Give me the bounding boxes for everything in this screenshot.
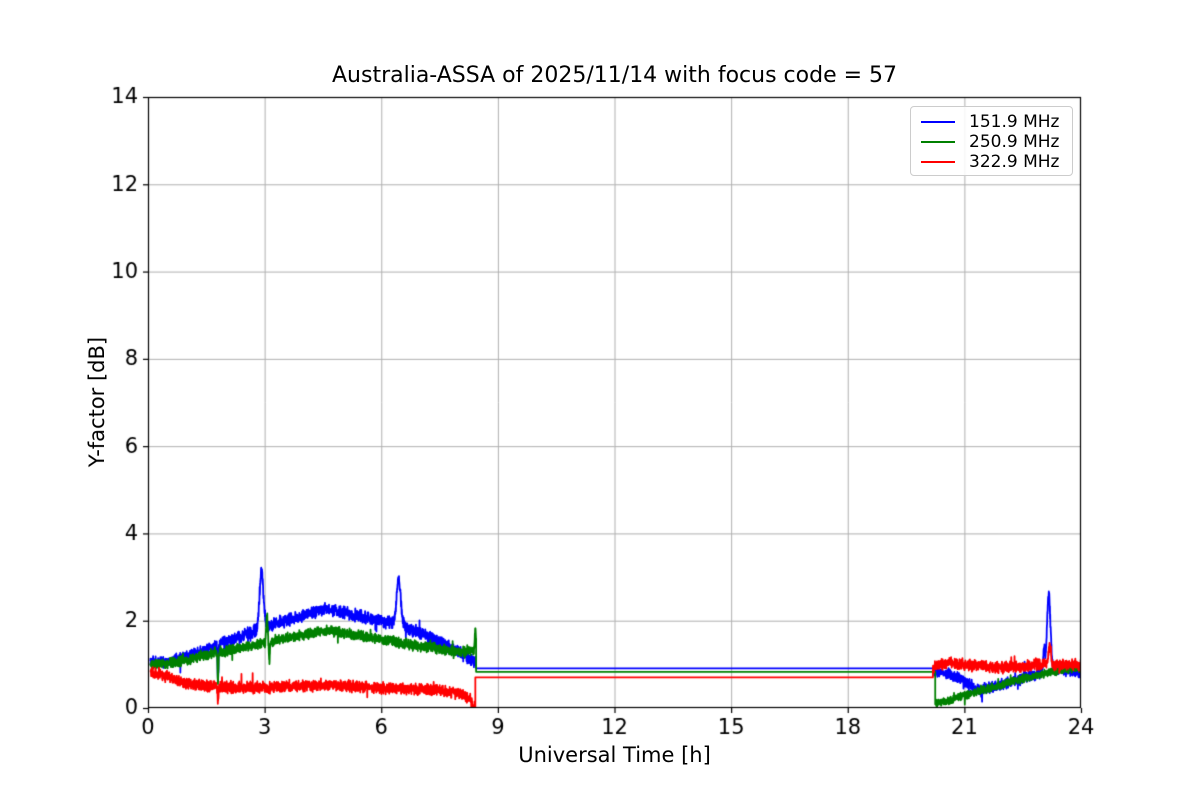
legend-item: 151.9 MHz: [921, 112, 1062, 132]
legend-label: 151.9 MHz: [969, 112, 1060, 132]
legend-item: 250.9 MHz: [921, 132, 1062, 152]
legend-line-swatch: [921, 161, 955, 163]
legend-item: 322.9 MHz: [921, 152, 1062, 172]
legend-line-swatch: [921, 141, 955, 143]
legend-label: 250.9 MHz: [969, 132, 1060, 152]
x-axis-label: Universal Time [h]: [518, 743, 711, 767]
legend: 151.9 MHz 250.9 MHz 322.9 MHz: [910, 106, 1073, 176]
chart-title: Australia-ASSA of 2025/11/14 with focus …: [331, 63, 898, 88]
y-axis-label: Y-factor [dB]: [85, 336, 109, 468]
legend-label: 322.9 MHz: [969, 152, 1060, 172]
legend-line-swatch: [921, 121, 955, 123]
